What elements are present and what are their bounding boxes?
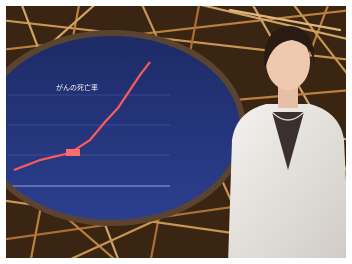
screenshot: がんの死亡率 [0, 0, 352, 264]
marker-label [66, 149, 80, 156]
screen-title: がんの死亡率 [56, 83, 98, 92]
scene: がんの死亡率 [0, 0, 352, 264]
page: がんの死亡率 (() => { const data = JSON.parse(… [0, 0, 352, 264]
